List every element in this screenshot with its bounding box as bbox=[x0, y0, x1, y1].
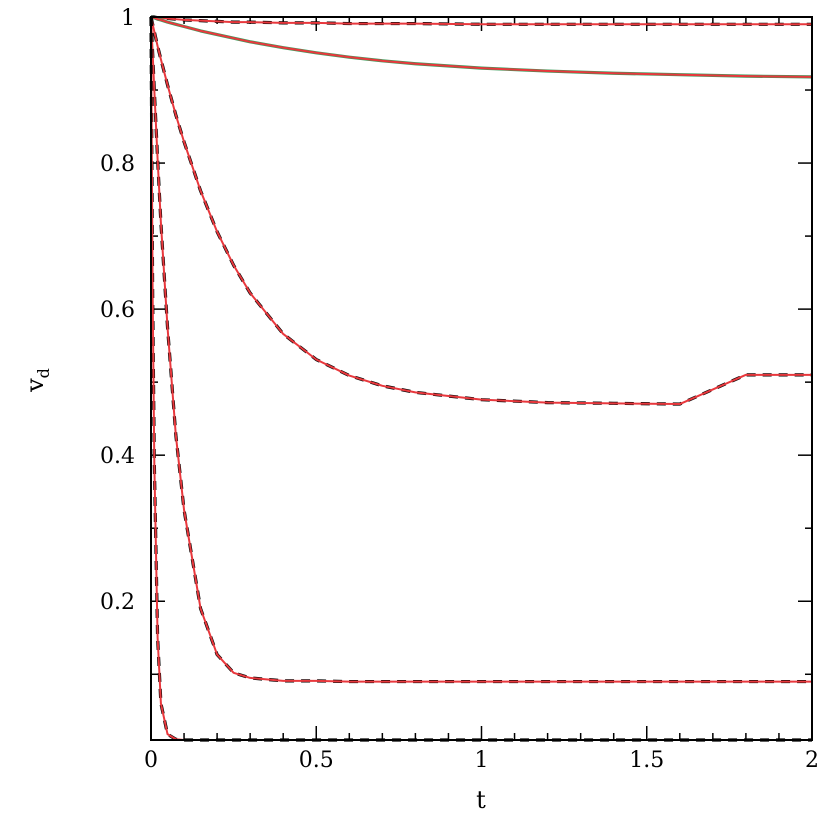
series-4-red-line bbox=[150, 16, 812, 683]
x-tick-label: 1.5 bbox=[629, 748, 664, 773]
axis-ticks bbox=[150, 16, 813, 740]
x-tick-label: 0 bbox=[144, 748, 158, 773]
series-2-red-line bbox=[150, 16, 813, 78]
series-5-red-line bbox=[150, 16, 812, 741]
y-tick-label: 0.6 bbox=[100, 298, 135, 323]
svg-text:vd: vd bbox=[21, 368, 53, 393]
x-tick-label: 0.5 bbox=[299, 748, 334, 773]
y-axis-label: vd bbox=[21, 368, 53, 393]
x-axis-label: t bbox=[476, 786, 486, 814]
chart-series bbox=[149, 15, 813, 742]
tick-labels: 0 0.5 1 1.5 2 0.2 0.4 0.6 0.8 1 bbox=[100, 6, 819, 773]
y-tick-label: 0.2 bbox=[100, 590, 135, 615]
plot-frame bbox=[150, 16, 813, 741]
series-3-red-line bbox=[150, 16, 812, 406]
x-tick-label: 1 bbox=[475, 748, 489, 773]
y-tick-label: 0.8 bbox=[100, 152, 135, 177]
y-tick-label: 0.4 bbox=[100, 444, 135, 469]
x-tick-label: 2 bbox=[805, 748, 819, 773]
y-tick-label: 1 bbox=[121, 6, 135, 31]
y-axis-label-main: v bbox=[21, 378, 49, 393]
series-4-dashed-line bbox=[149, 16, 812, 684]
series-5-dashed-line bbox=[149, 16, 812, 742]
y-axis-label-subscript: d bbox=[34, 368, 53, 378]
